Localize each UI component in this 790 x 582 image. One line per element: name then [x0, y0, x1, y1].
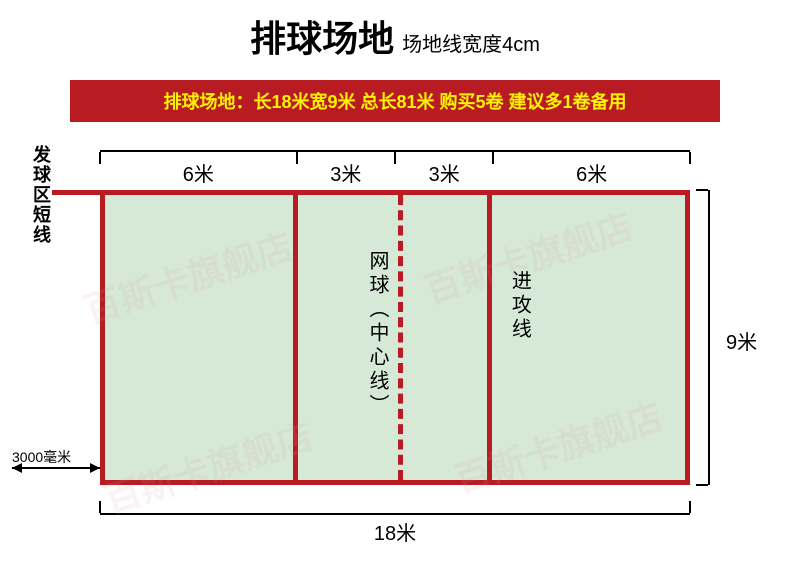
page-subtitle: 场地线宽度4cm [402, 28, 540, 57]
segment-label: 3米 [419, 158, 469, 187]
page-title: 排球场地 [250, 10, 394, 62]
width-label: 18米 [365, 517, 425, 546]
dim-3000-arrow [12, 467, 100, 469]
attack-line-label: 进攻线 [505, 270, 534, 342]
height-label: 9米 [726, 326, 757, 355]
court-rect [100, 190, 690, 485]
center-line [398, 195, 403, 480]
segment-label: 3米 [321, 158, 371, 187]
dim-3000-label: 3000毫米 [12, 447, 71, 467]
segment-label: 6米 [173, 158, 223, 187]
serve-zone-mark [52, 190, 100, 195]
net-label: 网球（中心线） [363, 250, 392, 418]
court-diagram: 6米3米3米6米9米18米网球（中心线）进攻线发球区短线3000毫米百斯卡旗舰店… [0, 130, 790, 570]
info-banner: 排球场地：长18米宽9米 总长81米 购买5卷 建议多1卷备用 [70, 80, 720, 122]
serve-zone-label: 发球区短线 [28, 145, 54, 245]
segment-label: 6米 [567, 158, 617, 187]
